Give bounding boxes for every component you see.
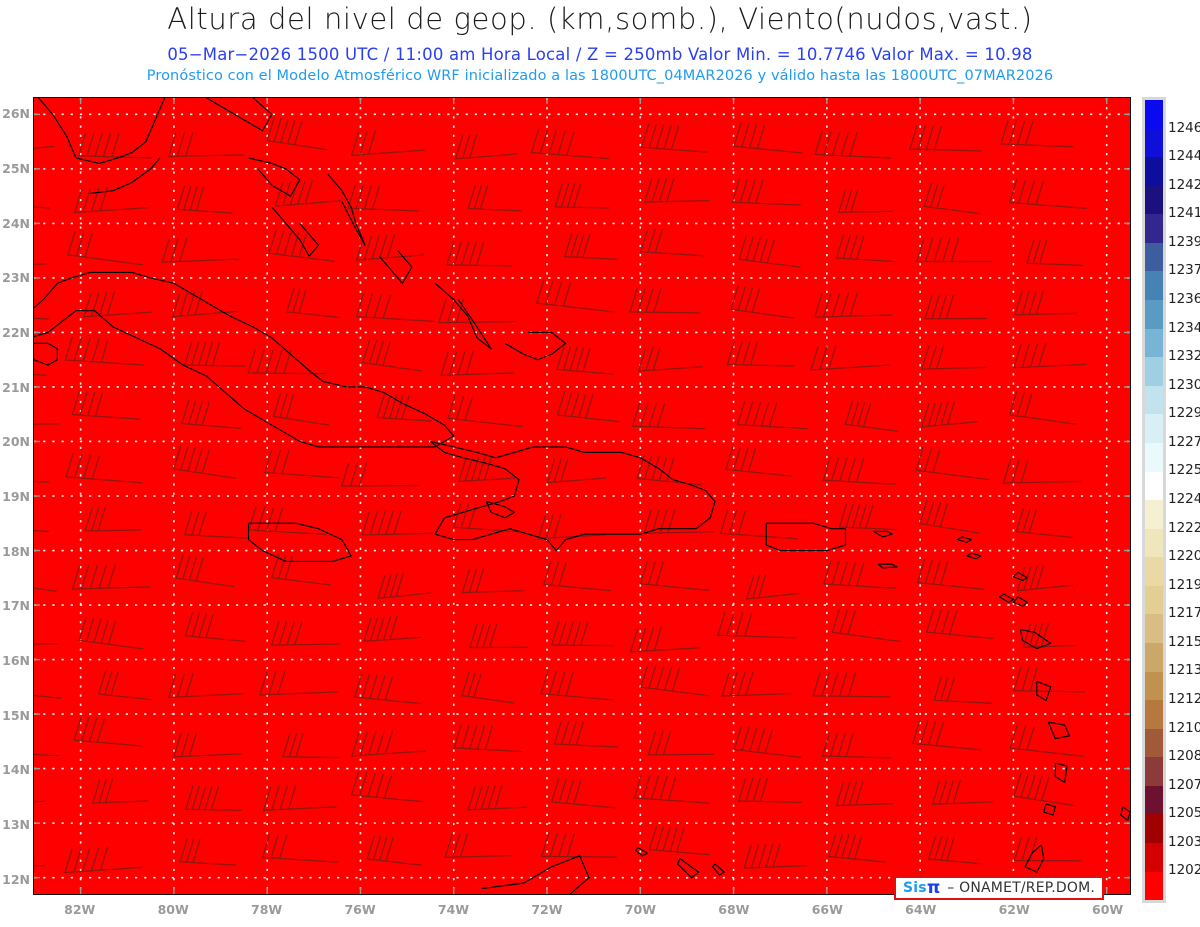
colorbar-swatch — [1145, 328, 1163, 358]
colorbar-swatch — [1145, 728, 1163, 758]
colorbar-level-label: 12275 — [1168, 433, 1200, 450]
colorbar-level-label: 12462 — [1168, 119, 1200, 136]
colorbar-level-label: 12122 — [1168, 691, 1200, 707]
colorbar-level-label: 12020 — [1168, 862, 1200, 879]
colorbar-swatch — [1145, 557, 1163, 586]
colorbar-swatch — [1145, 814, 1163, 844]
chart-header: Altura del nivel de geop. (km,somb.), Vi… — [0, 0, 1200, 92]
x-axis-tick-label: 72W — [531, 902, 563, 917]
y-axis-tick-label: 24N — [2, 215, 30, 231]
colorbar-level-label: 12309 — [1168, 376, 1200, 393]
colorbar-level-label: 12037 — [1168, 833, 1200, 850]
axis-tick-marks — [34, 98, 1130, 894]
x-axis-tick-label: 80W — [157, 902, 189, 917]
colorbar-level-label: 12394 — [1168, 233, 1200, 250]
colorbar-level-label: 12428 — [1168, 176, 1200, 193]
onamet-logo-badge: Sis π – ONAMET/REP.DOM. — [894, 876, 1105, 900]
x-axis-tick-label: 64W — [905, 902, 937, 917]
colorbar-level-label: 12445 — [1168, 148, 1200, 165]
colorbar-level-label: 12343 — [1168, 319, 1200, 336]
colorbar-swatch — [1145, 671, 1163, 701]
colorbar-swatch — [1145, 242, 1163, 272]
map-plot-area — [33, 97, 1131, 895]
colorbar-swatch — [1145, 785, 1163, 815]
colorbar-gradient — [1145, 100, 1163, 901]
colorbar-swatch — [1145, 385, 1163, 415]
y-axis-tick-label: 19N — [2, 489, 30, 504]
y-axis-tick-label: 12N — [2, 871, 30, 887]
colorbar-level-label: 12224 — [1168, 519, 1200, 536]
y-axis-tick-label: 25N — [2, 161, 30, 177]
coastlines-layer — [34, 98, 1130, 894]
y-axis-tick-label: 14N — [2, 762, 30, 778]
page-title: Altura del nivel de geop. (km,somb.), Vi… — [167, 2, 1033, 36]
colorbar-swatch — [1145, 214, 1163, 243]
y-axis-tick-label: 26N — [2, 106, 30, 122]
x-axis-tick-label: 76W — [344, 902, 376, 917]
logo-pi-icon: π — [926, 877, 941, 898]
y-axis-tick-label: 18N — [2, 543, 30, 559]
colorbar-swatch — [1145, 528, 1163, 558]
colorbar-swatch — [1145, 300, 1163, 329]
colorbar-level-label: 12360 — [1168, 291, 1200, 307]
y-axis-tick-label: 13N — [2, 816, 30, 832]
colorbar-level-label: 12054 — [1168, 805, 1200, 822]
colorbar-level-label: 12258 — [1168, 462, 1200, 479]
colorbar-level-label: 12156 — [1168, 633, 1200, 650]
colorbar-level-label: 12088 — [1168, 748, 1200, 765]
colorbar-swatch — [1145, 700, 1163, 729]
x-axis-tick-label: 70W — [624, 902, 656, 917]
geopotential-shaded-field — [34, 98, 1130, 894]
colorbar-level-label: 12292 — [1168, 405, 1200, 422]
colorbar-swatch — [1145, 843, 1163, 872]
x-axis-tick-label: 60W — [1092, 902, 1124, 917]
y-axis-tick-label: 15N — [2, 707, 30, 723]
x-axis-tick-label: 82W — [64, 902, 96, 917]
x-axis-tick-label: 74W — [437, 902, 470, 917]
colorbar-swatch — [1145, 442, 1163, 472]
wind-barbs-layer — [34, 117, 1087, 874]
y-axis-tick-label: 17N — [2, 598, 30, 614]
colorbar-level-label: 12173 — [1168, 605, 1200, 622]
colorbar-swatch — [1145, 500, 1163, 529]
colorbar-swatch — [1145, 471, 1163, 501]
chart-subtitle-secondary: Pronóstico con el Modelo Atmosférico WRF… — [146, 68, 1054, 84]
colorbar-swatch — [1145, 871, 1163, 901]
colorbar-level-label: 12326 — [1168, 348, 1200, 365]
colorbar-level-label: 12105 — [1168, 719, 1200, 736]
colorbar-swatch — [1145, 414, 1163, 443]
x-axis-tick-label: 66W — [811, 902, 843, 917]
logo-sis-text: Sis — [903, 880, 927, 896]
x-axis-tick-label: 62W — [998, 902, 1030, 917]
colorbar-swatch — [1145, 128, 1163, 158]
colorbar-swatch — [1145, 357, 1163, 386]
colorbar-level-label: 12190 — [1168, 576, 1200, 593]
chart-subtitle-primary: 05−Mar−2026 1500 UTC / 11:00 am Hora Loc… — [167, 45, 1033, 64]
y-axis-tick-label: 22N — [2, 325, 30, 341]
colorbar-swatch — [1145, 585, 1163, 615]
y-axis-tick-label: 16N — [2, 652, 30, 668]
y-axis-tick-label: 20N — [2, 434, 30, 450]
colorbar-swatch — [1145, 757, 1163, 786]
colorbar-frame — [1142, 97, 1166, 903]
x-axis-tick-label: 68W — [718, 902, 750, 917]
logo-org-text: – ONAMET/REP.DOM. — [947, 880, 1096, 896]
colorbar-level-label: 12139 — [1168, 662, 1200, 679]
y-axis-tick-label: 21N — [2, 379, 30, 395]
colorbar-level-label: 12207 — [1168, 548, 1200, 565]
colorbar-swatch — [1145, 271, 1163, 301]
colorbar-swatch — [1145, 185, 1163, 215]
colorbar-swatch — [1145, 157, 1163, 186]
x-axis-tick-label: 78W — [251, 902, 283, 917]
colorbar-swatch — [1145, 614, 1163, 643]
colorbar-swatch — [1145, 100, 1163, 129]
colorbar-level-label: 12377 — [1168, 262, 1200, 279]
colorbar-swatch — [1145, 642, 1163, 672]
y-axis-tick-label: 23N — [2, 270, 30, 286]
